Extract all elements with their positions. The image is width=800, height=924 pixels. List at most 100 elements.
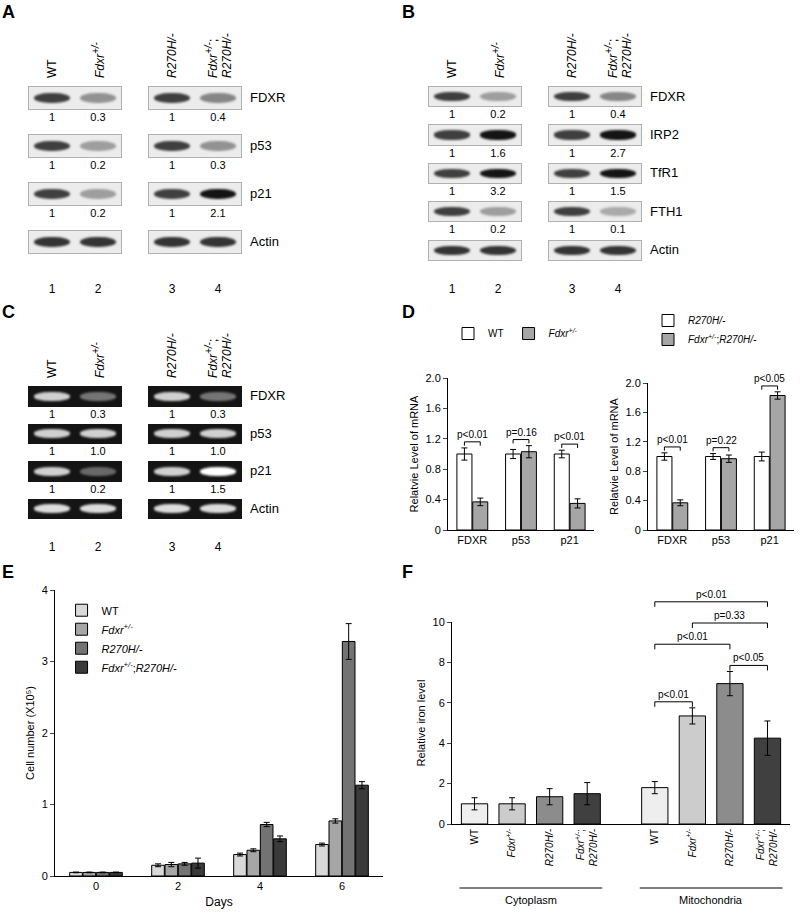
svg-text:0: 0 xyxy=(635,524,641,536)
html-text:Actin: Actin xyxy=(650,242,679,258)
svg-text:p=0.16: p=0.16 xyxy=(506,427,537,438)
html-text:1.6: 1.6 xyxy=(490,146,506,159)
svg-text:R270H/-: R270H/- xyxy=(724,828,735,866)
html-text:0.4: 0.4 xyxy=(610,108,626,121)
svg-text:R270H/-: R270H/- xyxy=(544,828,555,866)
svg-text:WT: WT xyxy=(649,829,660,845)
html-text:WT: WT xyxy=(45,359,59,378)
svg-text:0.4: 0.4 xyxy=(626,494,641,506)
svg-text:2: 2 xyxy=(42,727,48,739)
html-text:IRP2: IRP2 xyxy=(650,127,679,142)
svg-text:1: 1 xyxy=(42,798,48,810)
svg-text:0.8: 0.8 xyxy=(626,465,641,477)
svg-text:FDXR: FDXR xyxy=(657,534,687,546)
svg-text:Days: Days xyxy=(205,895,232,909)
svg-text:Mitochondria: Mitochondria xyxy=(679,894,743,906)
svg-text:2.0: 2.0 xyxy=(626,377,641,389)
svg-text:Relatvie Level of mRNA: Relatvie Level of mRNA xyxy=(408,395,420,512)
svg-text:Fdxr​+/-​;R270H/-: Fdxr​+/-​;R270H/- xyxy=(574,828,599,866)
html-text:A: A xyxy=(2,2,15,22)
svg-text:WT: WT xyxy=(102,605,119,617)
html-text:2.7: 2.7 xyxy=(610,146,626,159)
svg-text:1.2: 1.2 xyxy=(626,436,641,448)
svg-text:Fdxr​+/-​: Fdxr​+/-​ xyxy=(685,828,697,857)
svg-text:p<0.01: p<0.01 xyxy=(677,631,708,642)
html-text:Fdxr: Fdxr xyxy=(206,54,220,78)
html-text:FDXR: FDXR xyxy=(650,88,686,104)
html-text:R270H/-: R270H/- xyxy=(165,333,179,378)
svg-text:Fdxr​+/-​: Fdxr​+/-​ xyxy=(549,327,578,339)
svg-text:p53: p53 xyxy=(712,534,730,546)
svg-text:4: 4 xyxy=(42,584,48,596)
svg-text:0.4: 0.4 xyxy=(426,493,441,505)
html-text:FDXR: FDXR xyxy=(250,90,286,105)
svg-text:Cytoplasm: Cytoplasm xyxy=(505,894,557,906)
svg-text:R270H/-: R270H/- xyxy=(688,315,726,326)
svg-text:p<0.01: p<0.01 xyxy=(658,689,689,700)
svg-text:8: 8 xyxy=(439,656,445,668)
svg-text:p=0.33: p=0.33 xyxy=(714,610,745,621)
html-text:R270H/-: R270H/- xyxy=(165,33,179,78)
svg-text:1.2: 1.2 xyxy=(426,433,441,445)
svg-text:p<0.01: p<0.01 xyxy=(696,589,727,600)
svg-text:0: 0 xyxy=(439,818,445,830)
html-text:R270H/-: R270H/- xyxy=(565,33,579,78)
svg-text:6: 6 xyxy=(439,697,445,709)
html-text:WT: WT xyxy=(445,59,459,78)
svg-text:Fdxr​+/-​: Fdxr​+/-​ xyxy=(102,622,134,636)
svg-text:WT: WT xyxy=(469,829,480,845)
html-text:R270H/-: R270H/- xyxy=(620,33,634,78)
svg-text:p<0.05: p<0.05 xyxy=(754,373,785,384)
svg-text:Fdxr​+/-​;R270H/-: Fdxr​+/-​;R270H/- xyxy=(754,828,779,866)
svg-text:Fdxr​+/-​;R270H/-: Fdxr​+/-​;R270H/- xyxy=(688,333,757,345)
svg-text:1.6: 1.6 xyxy=(626,406,641,418)
html-text:p53: p53 xyxy=(250,425,272,441)
svg-text:10: 10 xyxy=(433,616,445,628)
html-text:WT: WT xyxy=(45,59,59,78)
html-text:Fdxr: Fdxr xyxy=(606,54,620,78)
svg-text:2.0: 2.0 xyxy=(426,372,441,384)
html-text:p53: p53 xyxy=(250,138,272,153)
svg-text:p<0.01: p<0.01 xyxy=(554,431,585,442)
svg-text:Relative iron level: Relative iron level xyxy=(415,680,427,767)
svg-text:0: 0 xyxy=(42,870,48,882)
svg-text:Fdxr​+/-​;R270H/-: Fdxr​+/-​;R270H/- xyxy=(102,660,178,674)
html-text:TfR1: TfR1 xyxy=(650,165,679,181)
html-text:Fdxr: Fdxr xyxy=(93,54,107,78)
html-text:FTH1: FTH1 xyxy=(650,203,683,219)
svg-text:FDXR: FDXR xyxy=(457,534,487,546)
svg-text:p=0.22: p=0.22 xyxy=(706,435,737,446)
svg-text:0: 0 xyxy=(93,880,99,892)
svg-text:Fdxr​+/-​: Fdxr​+/-​ xyxy=(505,828,517,857)
svg-text:4: 4 xyxy=(439,737,445,749)
html-text:R270H/-: R270H/- xyxy=(220,33,234,78)
html-text:Fdxr: Fdxr xyxy=(206,354,220,378)
svg-text:0: 0 xyxy=(435,524,441,536)
svg-text:2: 2 xyxy=(175,880,181,892)
svg-text:p<0.05: p<0.05 xyxy=(733,652,764,663)
svg-text:Cell number (X10⁵): Cell number (X10⁵) xyxy=(24,686,36,780)
svg-text:6: 6 xyxy=(339,880,345,892)
html-text:R270H/-: R270H/- xyxy=(220,333,234,378)
html-text:p21: p21 xyxy=(250,463,272,479)
svg-text:Relatvie Level of mRNA: Relatvie Level of mRNA xyxy=(608,397,620,514)
svg-text:R270H/-: R270H/- xyxy=(102,643,143,655)
svg-text:3: 3 xyxy=(42,655,48,667)
html-text:Fdxr: Fdxr xyxy=(493,54,507,78)
html-text:Actin: Actin xyxy=(250,234,279,249)
svg-text:p21: p21 xyxy=(560,534,578,546)
svg-text:0.8: 0.8 xyxy=(426,463,441,475)
svg-text:p<0.01: p<0.01 xyxy=(457,429,488,440)
html-text:Actin: Actin xyxy=(250,500,279,516)
svg-text:p21: p21 xyxy=(760,534,778,546)
svg-text:p53: p53 xyxy=(512,534,530,546)
svg-text:p<0.01: p<0.01 xyxy=(657,434,688,445)
svg-text:1.6: 1.6 xyxy=(426,402,441,414)
html-text:0.2: 0.2 xyxy=(490,108,506,121)
svg-text:2: 2 xyxy=(439,777,445,789)
svg-text:4: 4 xyxy=(257,880,263,892)
html-text:Fdxr: Fdxr xyxy=(93,354,107,378)
html-text:p21: p21 xyxy=(250,186,272,201)
html-text:FDXR: FDXR xyxy=(250,388,286,404)
svg-text:WT: WT xyxy=(488,328,504,339)
